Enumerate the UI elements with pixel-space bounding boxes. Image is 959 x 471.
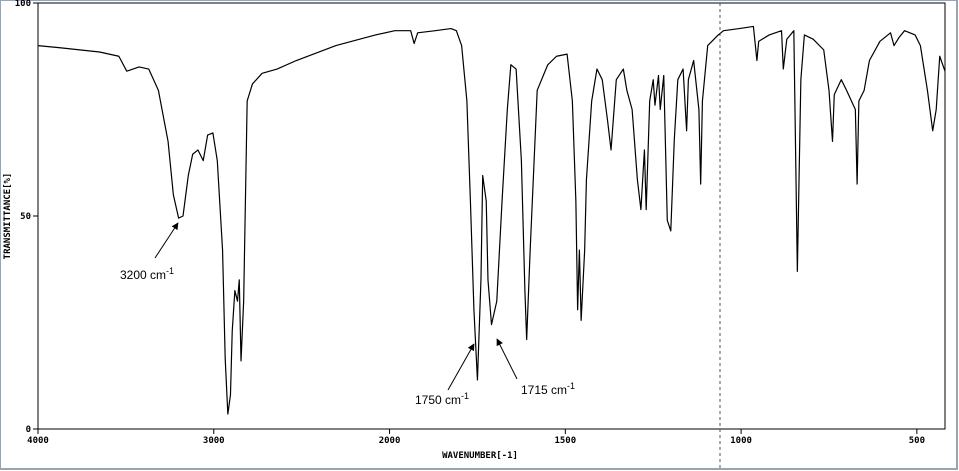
x-tick-label: 2000 [379,436,401,446]
annotation-arrow [154,222,179,259]
annotation-arrow [496,338,518,380]
annotation: 3200 cm-1 [120,266,174,282]
annotation-text: 3200 cm [120,268,166,282]
y-tick-label: 100 [15,0,31,9]
annotation-arrow [447,343,475,391]
annotation-sup: -1 [567,381,575,391]
y-tick-label: 50 [20,212,31,222]
x-tick-label: 500 [909,436,925,446]
x-axis-label: WAVENUMBER[-1] [442,451,518,461]
y-tick-label: 0 [26,425,31,435]
annotation-sup: -1 [461,391,469,401]
x-tick-label: 1500 [554,436,576,446]
x-tick-label: 3000 [203,436,225,446]
y-axis-label: TRANSMITTANCE[%] [3,173,13,260]
annotation-text: 1715 cm [521,383,567,397]
spectrum-line [37,25,946,415]
annotation: 1715 cm-1 [521,381,575,397]
annotation-sup: -1 [166,266,174,276]
annotation: 1750 cm-1 [415,391,469,407]
annotation-text: 1750 cm [415,393,461,407]
x-tick-label: 4000 [27,436,49,446]
x-tick-label: 1000 [730,436,752,446]
